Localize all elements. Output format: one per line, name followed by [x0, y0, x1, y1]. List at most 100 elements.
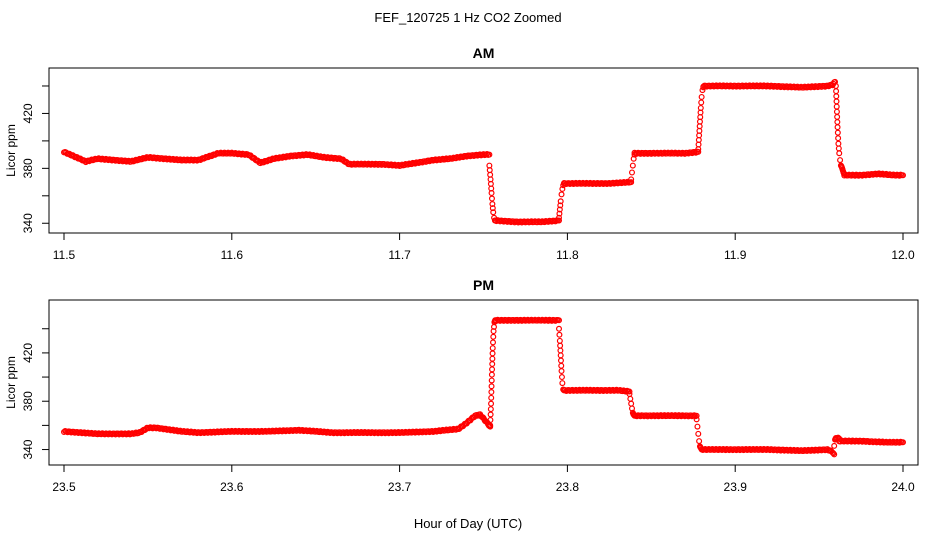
pm-x-tick-label: 23.9	[724, 480, 748, 494]
am-data-point	[556, 214, 563, 221]
pm-data-point	[556, 317, 563, 324]
pm-data-point	[627, 395, 634, 402]
figure-suptitle: FEF_120725 1 Hz CO2 Zoomed	[374, 10, 561, 25]
pm-data-point	[831, 451, 838, 458]
am-data-point	[834, 129, 841, 136]
am-data-point	[556, 206, 563, 213]
am-x-tick-label: 11.6	[221, 248, 244, 262]
pm-data-point	[488, 371, 495, 378]
pm-y-tick-label: 340	[21, 439, 35, 459]
am-data-point	[490, 209, 497, 216]
pm-data-point	[490, 339, 497, 346]
am-data-point	[486, 151, 493, 158]
pm-data-point	[489, 350, 496, 357]
pm-x-tick-label: 23.8	[556, 480, 580, 494]
am-data-point	[489, 201, 496, 208]
am-panel: AM 11.5 11.6 11.7 11.8 11.9 12.0 340 380 420Licor…	[4, 45, 919, 262]
pm-data-point	[557, 347, 564, 354]
pm-data-point	[489, 366, 496, 373]
pm-data-point	[693, 416, 700, 423]
pm-data-point	[899, 439, 906, 446]
pm-data-point	[695, 430, 702, 437]
am-data-point	[556, 210, 563, 217]
am-y-tick-label: 380	[21, 158, 35, 178]
pm-data-point	[559, 380, 566, 387]
am-x-tick-label: 11.5	[53, 248, 76, 262]
am-y-tick-label: 420	[21, 103, 35, 123]
pm-data-point	[487, 406, 494, 413]
pm-data-point	[556, 337, 563, 344]
am-plot-frame	[48, 67, 919, 234]
am-panel-title: AM	[473, 45, 495, 61]
pm-data-point	[489, 361, 496, 368]
am-data-point	[488, 195, 495, 202]
am-data-point	[128, 158, 135, 165]
pm-plot-frame	[48, 299, 919, 466]
am-data-point	[558, 191, 565, 198]
pm-x-tick-label: 24.0	[891, 480, 915, 494]
am-data-point	[557, 202, 564, 209]
pm-data-point	[626, 388, 633, 395]
am-data-point	[488, 190, 495, 197]
pm-data-points	[60, 316, 906, 458]
pm-x-tick-label: 23.5	[52, 480, 76, 494]
am-data-point	[833, 103, 840, 110]
am-data-point	[834, 119, 841, 126]
pm-data-point	[696, 438, 703, 445]
am-data-point	[833, 88, 840, 95]
am-data-point	[628, 169, 635, 176]
pm-y-tick-label: 380	[21, 391, 35, 411]
am-y-tick-label: 340	[21, 213, 35, 233]
am-data-points	[60, 78, 906, 226]
pm-data-point	[557, 352, 564, 359]
pm-panel: PM 23.5 23.6 23.7 23.8 23.9 24.0 340 380 420Licor…	[4, 277, 919, 494]
am-data-point	[833, 93, 840, 100]
pm-data-point	[489, 345, 496, 352]
pm-data-point	[896, 439, 903, 446]
am-data-point	[899, 172, 906, 179]
am-data-point	[837, 157, 844, 164]
am-data-point	[697, 104, 704, 111]
pm-data-point	[694, 423, 701, 430]
pm-data-point	[831, 442, 838, 449]
pm-data-point	[488, 400, 495, 407]
am-data-point	[131, 157, 138, 164]
pm-data-point	[693, 412, 700, 419]
am-data-point	[698, 93, 705, 100]
pm-data-point	[557, 342, 564, 349]
am-x-tick-label: 11.8	[556, 248, 579, 262]
am-data-point	[834, 113, 841, 120]
am-data-point	[835, 135, 842, 142]
pm-data-point	[488, 394, 495, 401]
pm-data-point	[628, 400, 635, 407]
pm-data-point	[487, 416, 494, 423]
pm-data-point	[488, 377, 495, 384]
am-data-point	[833, 108, 840, 115]
am-data-point	[695, 148, 702, 155]
am-y-axis-label: Licor ppm	[4, 124, 18, 177]
pm-data-point	[556, 325, 563, 332]
pm-data-point	[488, 383, 495, 390]
am-data-point	[489, 205, 496, 212]
pm-y-axis-label: Licor ppm	[4, 356, 18, 409]
pm-panel-title: PM	[473, 277, 494, 293]
am-data-point	[833, 98, 840, 105]
am-data-point	[559, 185, 566, 192]
am-data-point	[835, 145, 842, 152]
am-x-tick-label: 12.0	[891, 248, 915, 262]
am-data-point	[556, 217, 563, 224]
am-x-tick-label: 11.7	[388, 248, 411, 262]
am-data-point	[557, 198, 564, 205]
pm-data-point	[556, 331, 563, 338]
pm-data-point	[558, 368, 565, 375]
pm-x-tick-label: 23.6	[220, 480, 244, 494]
am-data-point	[834, 124, 841, 131]
pm-data-point	[487, 411, 494, 418]
pm-data-point	[490, 333, 497, 340]
am-data-point	[836, 150, 843, 157]
am-data-point	[835, 140, 842, 147]
pm-data-point	[487, 422, 494, 429]
pm-data-point	[558, 362, 565, 369]
am-data-point	[896, 172, 903, 179]
